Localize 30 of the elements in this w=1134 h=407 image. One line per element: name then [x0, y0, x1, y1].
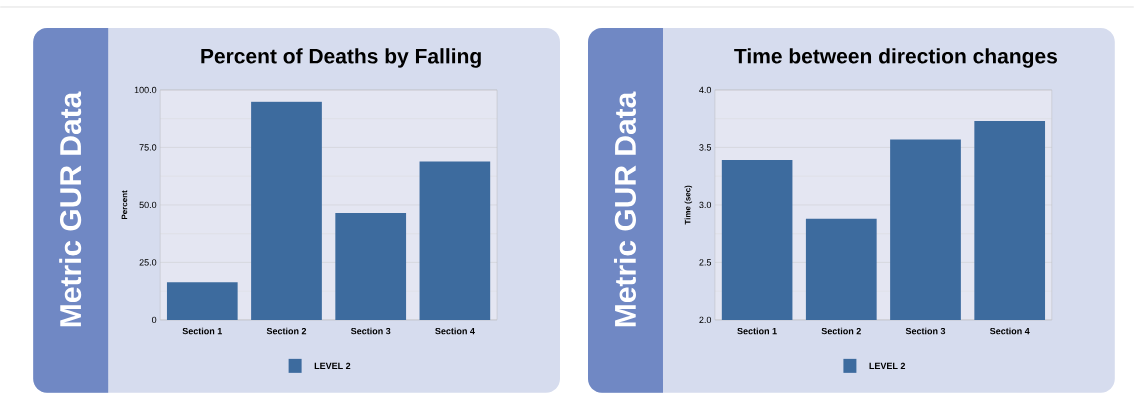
- text: Metric GUR Data: [59, 91, 82, 327]
- x-tick-label: Section 4: [435, 327, 475, 335]
- x-tick-label: Section 3: [350, 327, 391, 335]
- bar: [251, 101, 322, 320]
- x-tick-label: Section 3: [905, 327, 946, 335]
- x-tick-label: Section 1: [182, 327, 223, 335]
- y-tick-label: 25.0: [139, 259, 157, 266]
- y-tick-label: 3.5: [699, 144, 712, 151]
- bar: [419, 161, 491, 320]
- legend-label: LEVEL 2: [314, 362, 351, 370]
- y-tick-label: 2.0: [699, 316, 712, 324]
- y-axis-title: Percent: [121, 190, 128, 220]
- y-tick-label: 2.5: [699, 259, 712, 266]
- x-tick-label: Section 4: [989, 327, 1030, 335]
- chart-title: Percent of Deaths by Falling: [201, 48, 481, 68]
- y-tick-label: 4.0: [699, 86, 712, 94]
- y-tick-label: 50.0: [139, 201, 157, 209]
- bar: [335, 213, 407, 320]
- y-tick-label: 100.0: [134, 86, 157, 94]
- y-axis-title: Time (sec): [684, 185, 693, 225]
- legend-label: LEVEL 2: [869, 362, 906, 370]
- y-tick-label: 75.0: [139, 144, 157, 151]
- bar: [166, 282, 238, 320]
- y-tick-label: 3.0: [699, 201, 712, 209]
- x-tick-label: Section 1: [737, 327, 777, 335]
- x-tick-label: Section 2: [266, 327, 307, 335]
- y-tick-label: 0: [151, 316, 157, 324]
- x-tick-label: Section 2: [821, 327, 861, 335]
- chart-title: Time between direction changes: [734, 48, 1057, 68]
- text: Metric GUR Data: [613, 91, 636, 327]
